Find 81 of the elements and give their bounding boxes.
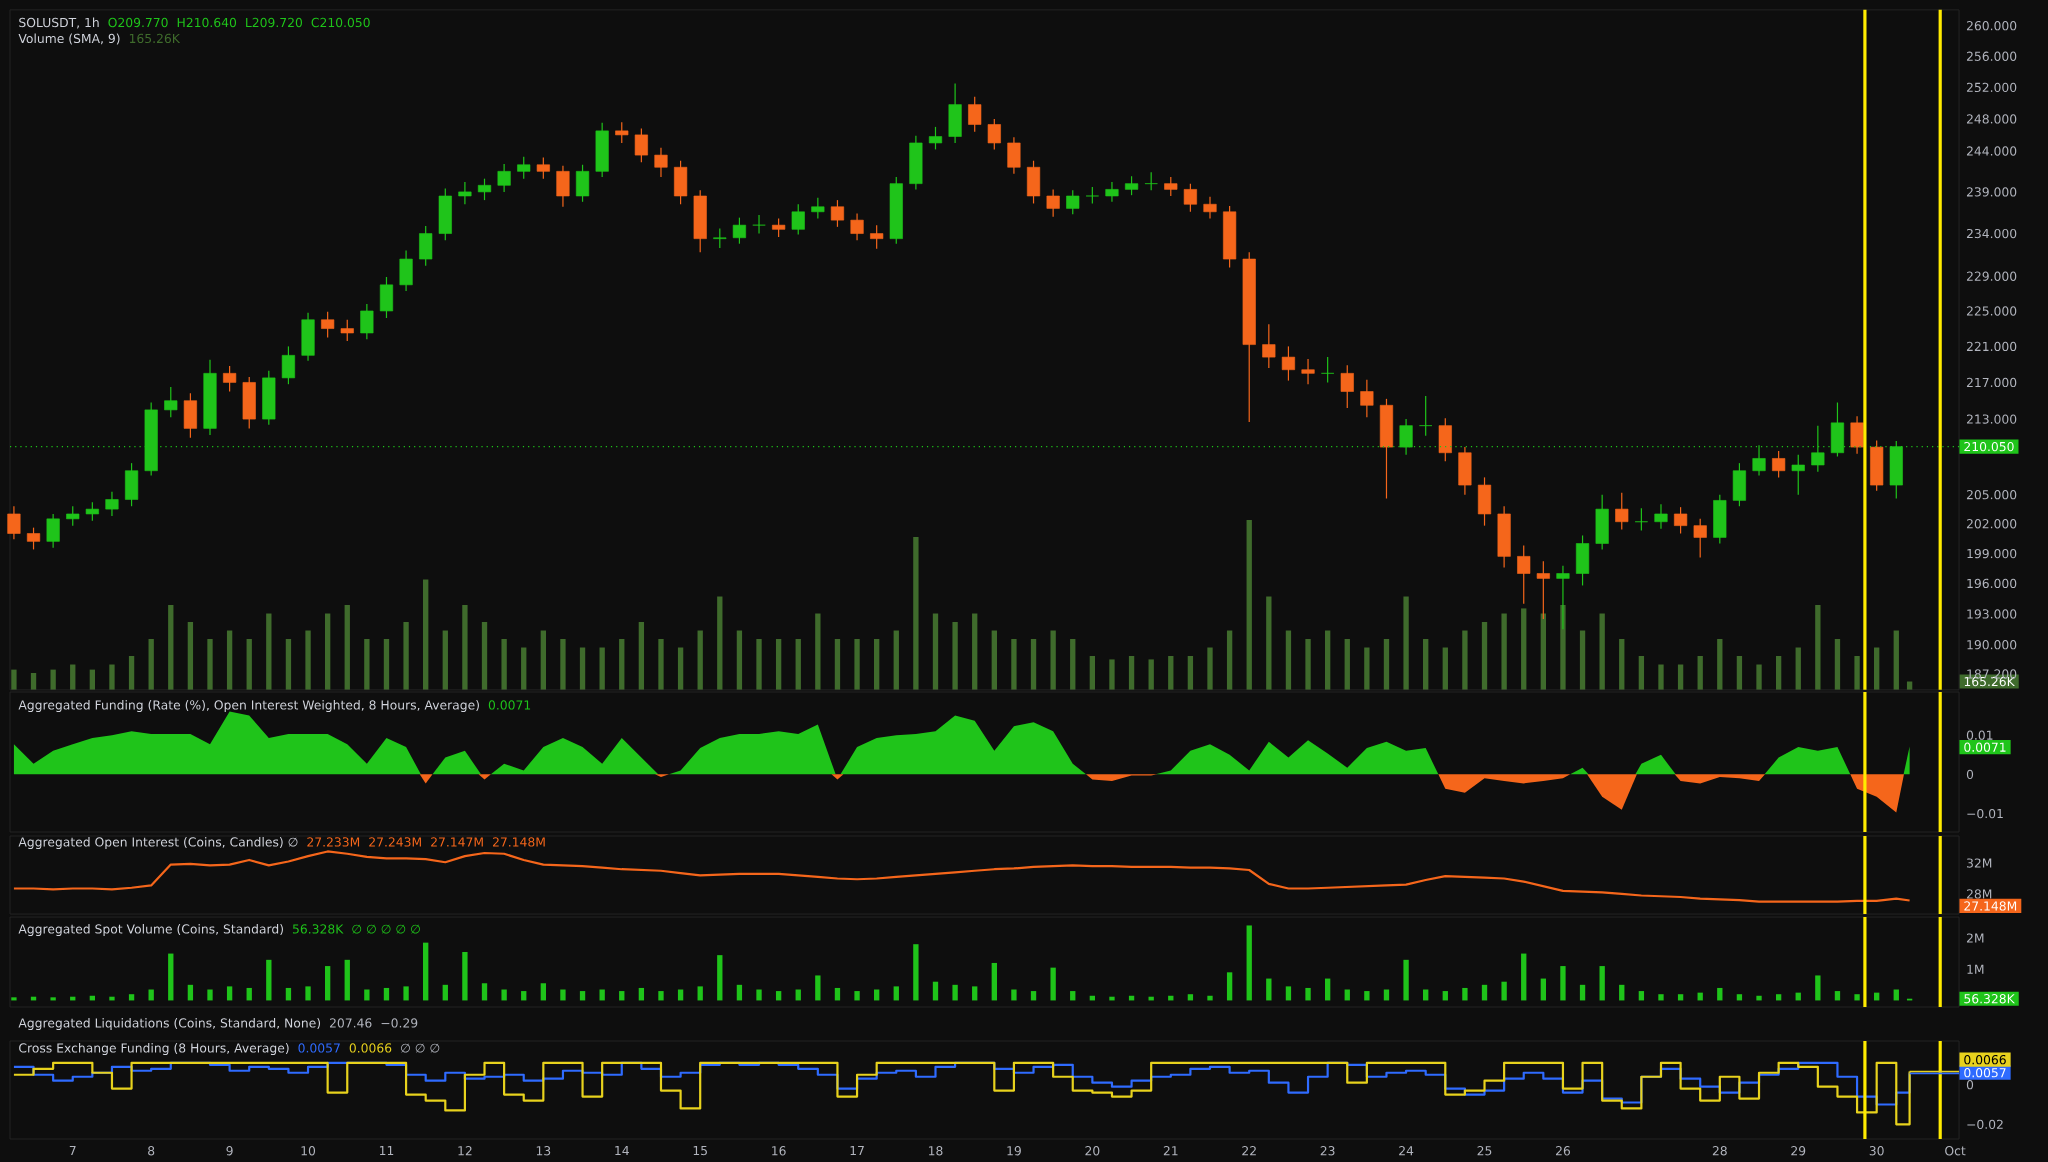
x-tick-label: 18 [928, 1146, 943, 1156]
y-tick-label: −0.02 [1967, 1119, 2003, 1130]
x-tick-label: 10 [301, 1146, 316, 1156]
x-tick-label: 14 [615, 1146, 629, 1156]
text: 207.46 [329, 1018, 372, 1028]
y-tick-label: 202.000 [1966, 519, 2017, 529]
x-tick-label: 8 [148, 1146, 155, 1156]
text: Aggregated Spot Volume (Coins, Standard) [18, 924, 283, 936]
annotation: 0.0057 [298, 1043, 340, 1053]
text: −0.29 [381, 1018, 418, 1028]
annotation: 27.147M [431, 837, 483, 847]
y-tick-label: 234.000 [1966, 228, 2017, 239]
x-tick-label: 9 [226, 1146, 233, 1156]
y-tick-label: 213.000 [1966, 414, 2017, 424]
y-tick-label: 28M [1966, 889, 1992, 899]
annotation: 27.243M [369, 837, 421, 847]
x-tick-label: 20 [1085, 1146, 1100, 1156]
y-tick-label: −0.01 [1967, 808, 2003, 819]
annotation: O209.770 [108, 17, 168, 28]
y-tick-label: 244.000 [1966, 146, 2017, 156]
x-tick-label: 11 [379, 1146, 394, 1156]
annotation: 27.148M [492, 837, 545, 847]
annotation: L209.720 [246, 17, 303, 28]
y-tick-label: 248.000 [1966, 114, 2017, 124]
x-tick-label: 30 [1869, 1146, 1884, 1156]
y-tick-label: 0.01 [1966, 730, 1993, 740]
chart-title: Aggregated Open Interest (Coins, Candles) ∅ [18, 837, 298, 849]
x-tick-label: 15 [693, 1146, 707, 1156]
x-tick-label: 25 [1477, 1146, 1492, 1156]
x-tick-label: 19 [1007, 1146, 1021, 1156]
x-tick-label: 16 [772, 1146, 786, 1156]
y-tick-label: 0 [1966, 1080, 1974, 1090]
x-tick-label: 7 [69, 1146, 76, 1156]
x-tick-label: Oct [1945, 1146, 1966, 1156]
annotation: 0.0066 [1964, 1055, 2006, 1065]
y-tick-label: 221.000 [1966, 341, 2017, 352]
text: 27.148M [1964, 901, 2017, 911]
x-tick-label: 28 [1712, 1146, 1727, 1156]
y-tick-label: 252.000 [1966, 82, 2017, 93]
ref-line-label: 210.050 [1964, 441, 2014, 452]
y-tick-label: 193.000 [1967, 609, 2017, 619]
annotation: ∅ ∅ ∅ ∅ ∅ [352, 924, 420, 934]
y-tick-label: 0 [1966, 769, 1974, 780]
y-tick-label: 256.000 [1966, 51, 2017, 61]
annotation: ∅ ∅ ∅ [401, 1043, 440, 1053]
text: SOLUSDT, 1h [19, 17, 99, 29]
y-tick-label: 205.000 [1966, 489, 2017, 500]
y-tick-label: 229.000 [1966, 271, 2017, 281]
annotation: 56.328K [292, 924, 344, 934]
chart-title: Cross Exchange Funding (8 Hours, Average) [19, 1043, 289, 1055]
y-tick-label: 196.000 [1967, 578, 2017, 589]
x-tick-label: 22 [1242, 1146, 1256, 1156]
text: Aggregated Liquidations (Coins, Standard, None) [18, 1018, 321, 1030]
y-tick-label: 225.000 [1966, 306, 2017, 316]
text: 56.328K [1964, 994, 2015, 1004]
x-tick-label: 12 [458, 1146, 472, 1156]
text: 0.0071 [1964, 742, 2006, 752]
y-tick-label: 1M [1967, 964, 1984, 974]
x-tick-label: 24 [1399, 1146, 1414, 1156]
annotation: H210.640 [177, 17, 237, 28]
x-tick-label: 17 [850, 1146, 864, 1156]
annotation: 0.0066 [349, 1043, 392, 1053]
text: Aggregated Funding (Rate (%), Open Interest Weighted, 8 Hours, Average) [18, 700, 479, 712]
x-tick-label: 23 [1320, 1146, 1335, 1156]
annotation: C210.050 [311, 17, 370, 28]
y-tick-label: 239.000 [1966, 187, 2017, 197]
y-tick-label: 32M [1967, 858, 1992, 868]
y-tick-label: 2M [1966, 933, 1984, 943]
x-tick-label: 13 [536, 1146, 551, 1156]
x-tick-label: 26 [1555, 1146, 1571, 1156]
y-tick-label: 217.000 [1966, 377, 2017, 388]
y-tick-label: 199.000 [1967, 548, 2017, 559]
annotation: 165.26K [129, 33, 181, 44]
x-tick-label: 21 [1163, 1146, 1178, 1156]
annotation: 0.0057 [1964, 1067, 2006, 1078]
y-tick-label: 260.000 [1966, 21, 2017, 31]
x-tick-label: 29 [1791, 1146, 1806, 1156]
y-tick-label: 190.000 [1967, 640, 2017, 650]
annotation: 27.233M [307, 837, 360, 847]
chart-title: Volume (SMA, 9) [18, 33, 120, 45]
annotation: 0.0071 [488, 700, 531, 710]
